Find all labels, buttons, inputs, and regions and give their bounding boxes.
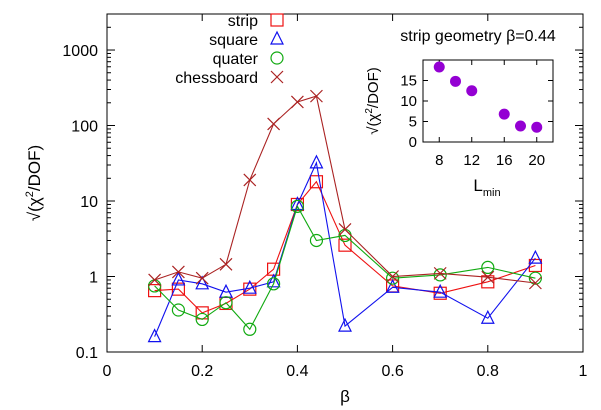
- data-point-square: [385, 278, 400, 293]
- inset-y-tick-label: 10: [400, 93, 417, 110]
- data-point-quater: [195, 312, 209, 327]
- main-series: [147, 89, 543, 343]
- inset-y-tick-label: 5: [409, 114, 417, 131]
- data-point-chessboard: [433, 266, 447, 280]
- inset-x-tick-label: 20: [528, 152, 545, 169]
- legend-label-chessboard: chessboard: [175, 70, 258, 87]
- main-y-tick-label: 1000: [62, 43, 98, 60]
- main-x-ticks: 0 0.2 0.4 0.6 0.8 1: [103, 14, 588, 380]
- legend: strip square quater chessboard: [175, 13, 284, 87]
- legend-marker-quater: [270, 51, 284, 65]
- inset-data-point: [433, 61, 445, 73]
- main-x-tick-label: 0: [103, 363, 112, 380]
- data-point-chessboard: [195, 271, 209, 285]
- data-point-square: [309, 154, 324, 169]
- main-plot-frame: [106, 13, 584, 353]
- inset-data-point: [515, 120, 526, 132]
- data-point-quater: [528, 271, 543, 285]
- legend-label-quater: quater: [213, 51, 259, 68]
- main-x-tick-label: 0.2: [191, 363, 213, 380]
- inset-y-axis-label: √(χ2/DOF): [364, 67, 382, 135]
- inset-x-ticks: 8 12 16 20: [435, 60, 545, 169]
- inset-y-tick-label: 15: [400, 73, 417, 90]
- data-point-chessboard: [219, 257, 233, 271]
- data-point-quater: [386, 271, 400, 285]
- main-x-tick-label: 1: [579, 363, 588, 380]
- data-point-square: [195, 275, 210, 290]
- data-point-chessboard: [481, 270, 495, 284]
- series-line-strip: [154, 180, 536, 314]
- series-line-square: [154, 161, 536, 337]
- data-point-strip: [148, 284, 162, 298]
- main-y-tick-label: 10: [80, 194, 98, 211]
- legend-marker-chessboard: [270, 70, 284, 84]
- data-point-strip: [481, 275, 495, 289]
- main-x-axis-label: β: [340, 387, 350, 406]
- data-point-square: [147, 328, 162, 343]
- data-point-square: [338, 317, 352, 332]
- data-point-quater: [171, 303, 185, 317]
- inset-title: strip geometry β=0.44: [400, 28, 556, 45]
- data-point-quater: [433, 268, 447, 282]
- data-point-chessboard: [267, 117, 281, 131]
- main-x-tick-label: 0.4: [286, 363, 308, 380]
- data-point-chessboard: [243, 173, 257, 187]
- data-point-chessboard: [310, 89, 323, 103]
- data-point-square: [266, 273, 281, 288]
- inset-x-tick-label: 12: [463, 152, 480, 169]
- main-y-tick-label: 0.1: [76, 345, 98, 362]
- data-point-strip: [309, 175, 324, 189]
- data-point-chessboard: [338, 223, 352, 236]
- data-point-quater: [290, 199, 304, 213]
- data-point-quater: [243, 322, 257, 336]
- legend-label-strip: strip: [228, 13, 258, 30]
- main-x-tick-label: 0.8: [477, 363, 499, 380]
- data-point-strip: [338, 238, 352, 252]
- inset-x-tick-label: 8: [435, 152, 443, 169]
- inset-points: [433, 61, 543, 133]
- series-line-quater: [154, 204, 536, 331]
- data-point-strip: [433, 286, 447, 300]
- data-point-chessboard: [386, 270, 400, 283]
- data-point-quater: [481, 260, 495, 275]
- main-y-axis-label: √(χ2/DOF): [24, 145, 44, 221]
- data-point-square: [242, 279, 257, 294]
- data-point-quater: [309, 233, 324, 248]
- data-point-chessboard: [171, 265, 185, 279]
- data-point-square: [290, 196, 305, 211]
- inset-x-tick-label: 16: [496, 152, 513, 169]
- legend-marker-strip: [270, 13, 284, 27]
- main-x-tick-label: 0.6: [381, 363, 403, 380]
- data-point-chessboard: [290, 95, 304, 109]
- main-y-tick-label: 1: [89, 270, 98, 287]
- data-point-chessboard: [148, 273, 162, 287]
- main-y-tick-label: 100: [71, 119, 98, 136]
- data-point-quater: [219, 296, 233, 310]
- inset-y-ticks: 0 5 10 15: [400, 73, 553, 151]
- data-point-strip: [528, 258, 543, 273]
- inset-y-tick-label: 0: [409, 134, 417, 151]
- data-point-square: [480, 309, 495, 324]
- inset-data-point: [498, 108, 510, 120]
- inset-data-point: [466, 85, 478, 97]
- inset-data-point: [450, 75, 461, 87]
- data-point-square: [528, 249, 543, 264]
- inset-chart: strip geometry β=0.44 8 12 16 20 0 5 10 15 Lmi…: [364, 28, 556, 199]
- legend-label-square: square: [209, 32, 258, 49]
- data-point-square: [433, 283, 448, 298]
- data-point-strip: [171, 282, 185, 296]
- legend-marker-square: [270, 30, 284, 45]
- inset-data-point: [531, 121, 543, 133]
- inset-x-axis-label: Lmin: [473, 176, 500, 199]
- data-point-quater: [267, 277, 281, 291]
- data-point-chessboard: [528, 276, 542, 290]
- data-point-square: [171, 271, 186, 286]
